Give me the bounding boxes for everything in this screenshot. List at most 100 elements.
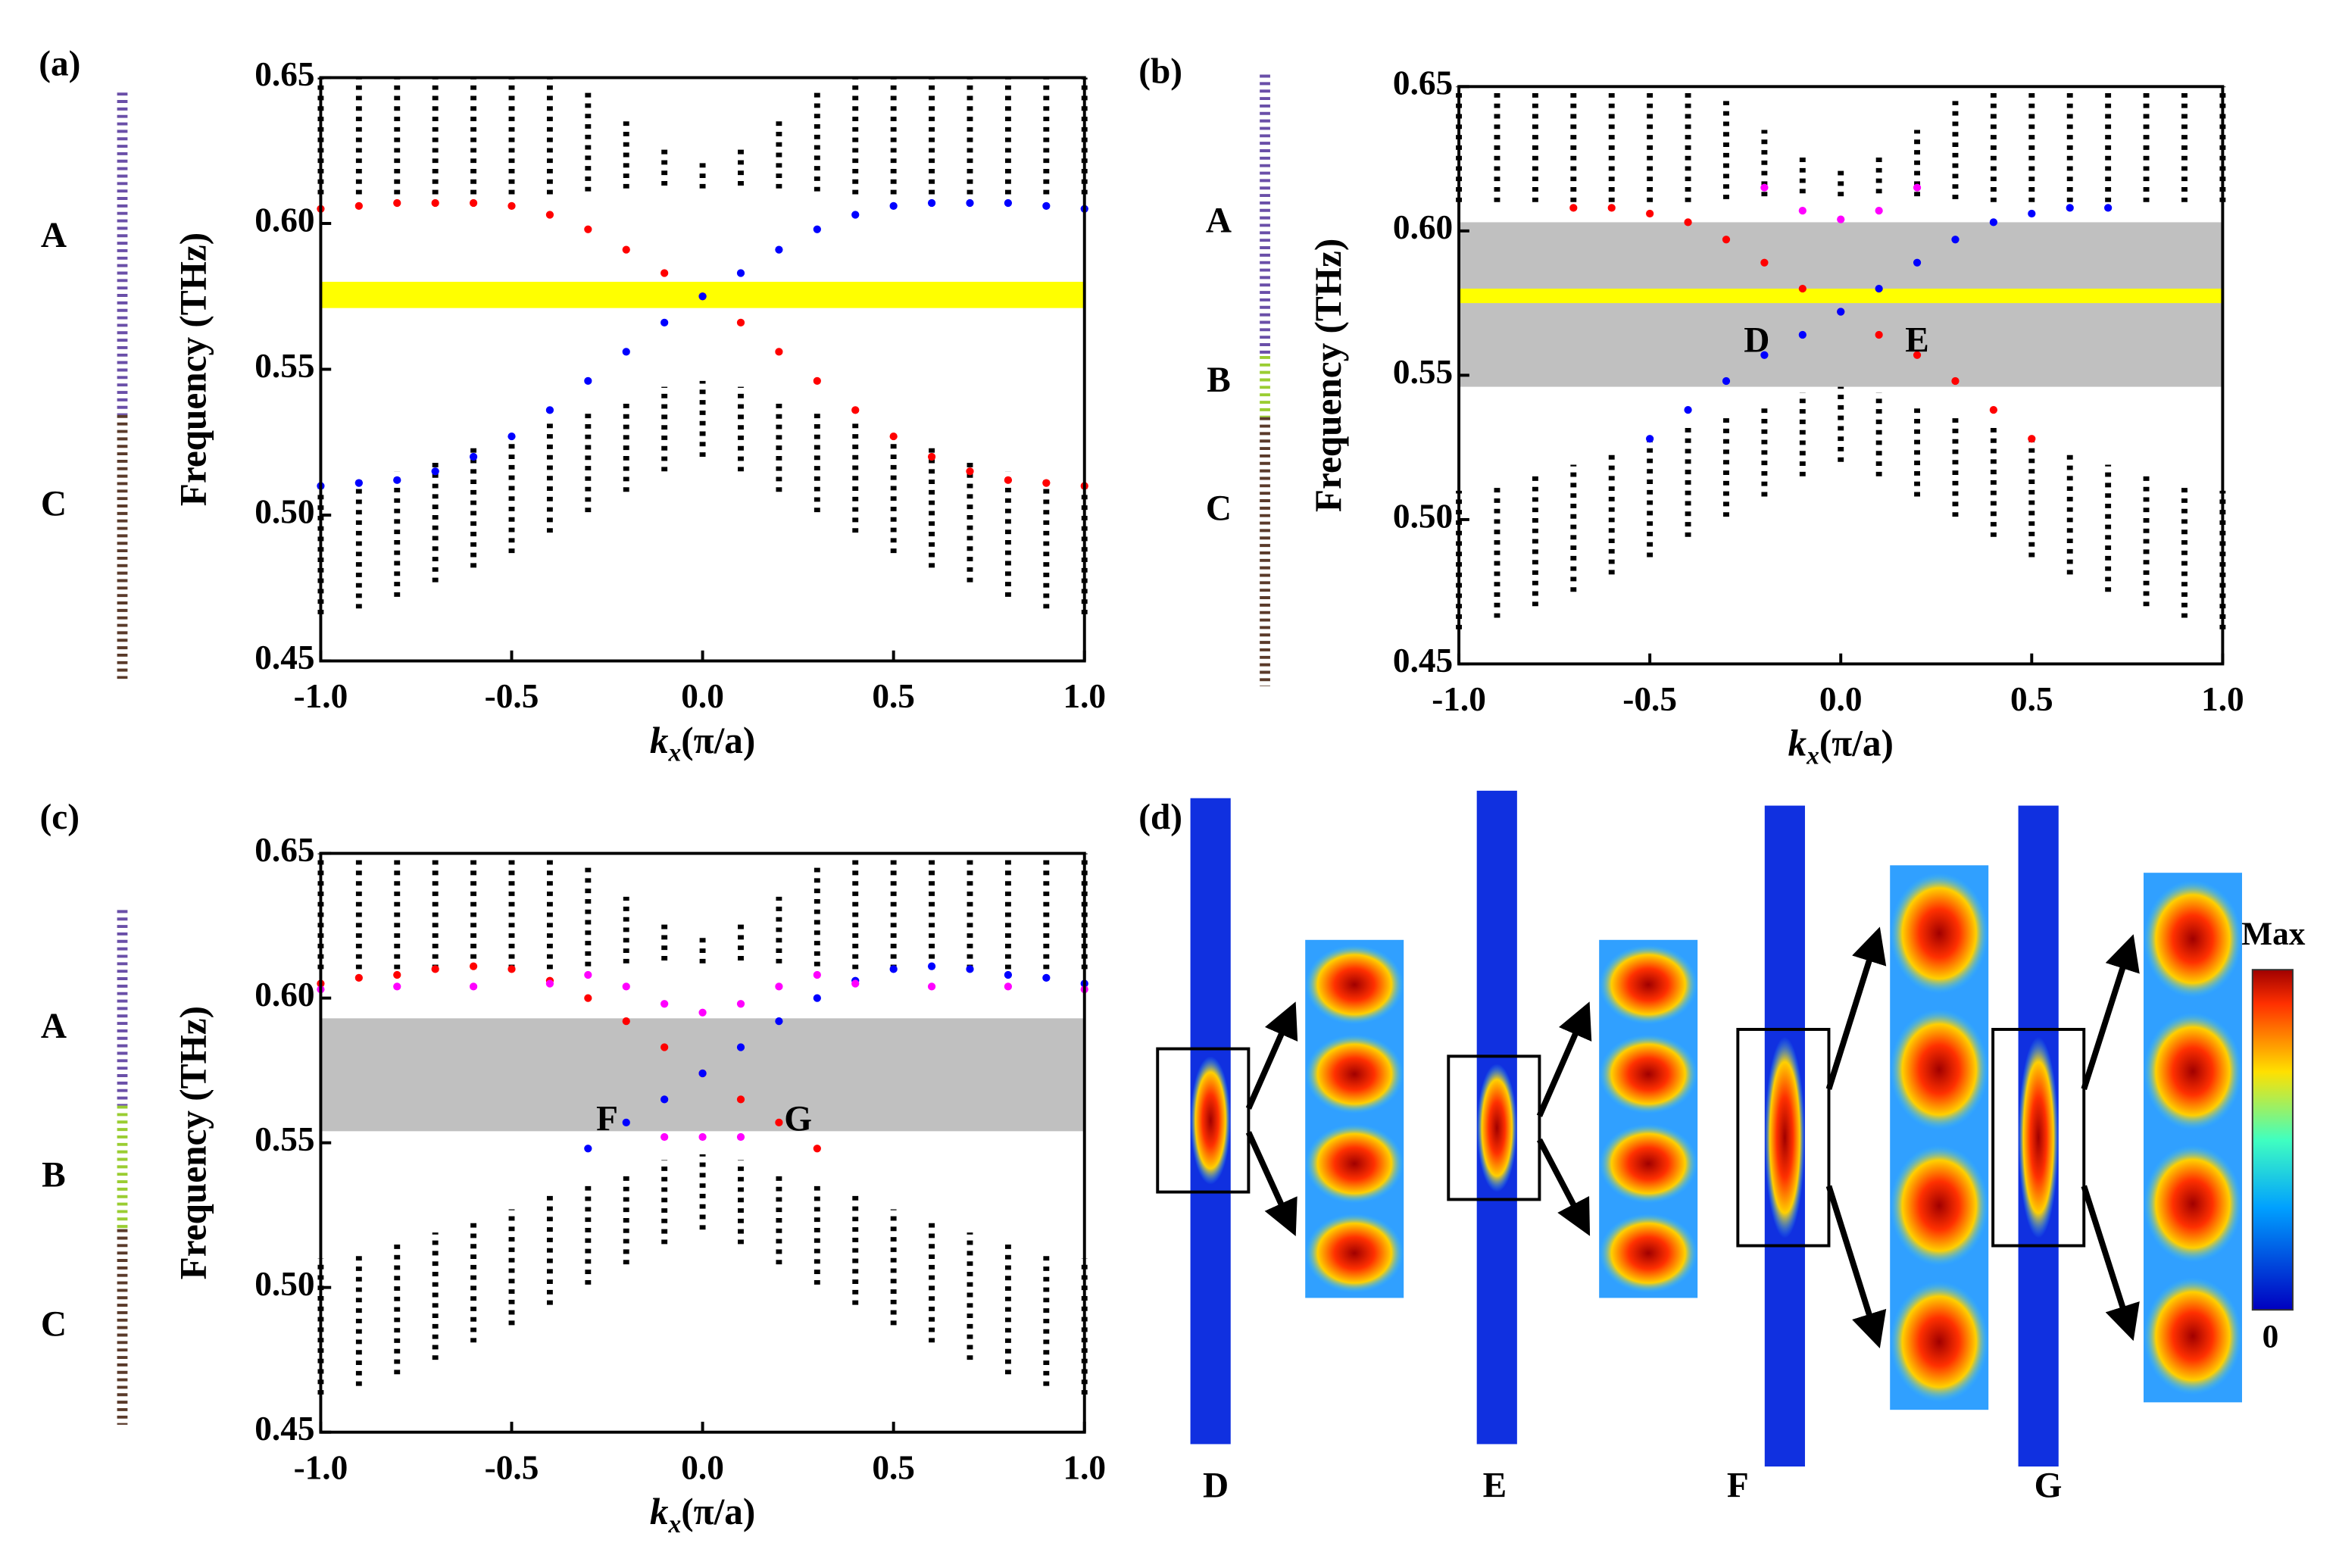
edge-state-point [1875, 207, 1883, 215]
edge-state-point [1760, 183, 1769, 192]
edge-state-point [584, 1145, 592, 1153]
x-tick-label: -1.0 [294, 1448, 348, 1486]
zoom-hotspot [1599, 1034, 1698, 1114]
edge-state-point [2028, 209, 2036, 218]
edge-state-point [736, 1132, 745, 1142]
x-tick-label: -1.0 [294, 677, 348, 715]
y-tick-label: 0.45 [255, 1410, 314, 1448]
edge-state-point [2066, 204, 2074, 212]
structure-label: B [42, 1156, 66, 1195]
edge-state-point [584, 225, 592, 233]
point-label: G [784, 1100, 812, 1139]
edge-state-point [851, 979, 860, 988]
edge-state-point [736, 1043, 745, 1051]
gap-region [1459, 289, 2223, 304]
edge-state-point [584, 376, 592, 386]
y-tick-label: 0.65 [255, 831, 314, 869]
gap-region [1459, 222, 2223, 387]
edge-state-point [545, 979, 554, 988]
edge-state-point [507, 432, 516, 441]
zoom-arrow [1825, 926, 1887, 1090]
edge-state-point [507, 201, 516, 211]
zoom-hotspot [1305, 1123, 1404, 1204]
structure-label: C [1206, 489, 1232, 528]
structure-label: A [41, 1007, 67, 1046]
edge-state-point [966, 198, 974, 208]
point-label: D [1744, 320, 1769, 360]
band-panel: A B C (c) F G 0.45 0.50 0.55 0.60 0.65 -1.0 -0.5 0.0 0… [40, 798, 1107, 1538]
x-tick-label: 0.5 [872, 677, 915, 715]
edge-state-point [775, 245, 783, 254]
edge-state-point [1913, 351, 1922, 359]
edge-state-point [775, 348, 783, 356]
edge-state-point [622, 1017, 630, 1026]
x-tick-label: -1.0 [1432, 680, 1486, 718]
edge-state-point [1607, 204, 1616, 212]
zoom-hotspot [1305, 945, 1404, 1025]
y-tick-label: 0.50 [1393, 497, 1453, 535]
colorbar-max: Max [2241, 916, 2306, 952]
x-tick-label: 0.0 [1819, 680, 1863, 718]
y-tick-label: 0.60 [255, 201, 314, 239]
zoom-box [1156, 1047, 1251, 1194]
edge-state-point [545, 406, 554, 414]
edge-state-point [1951, 376, 1960, 386]
edge-state-point [469, 198, 478, 208]
edge-state-point [1646, 435, 1654, 443]
x-tick-label: 1.0 [2201, 680, 2244, 718]
x-tick-label: 0.5 [872, 1448, 915, 1486]
edge-state-point [1004, 198, 1013, 208]
x-axis-symbol: k [650, 1491, 669, 1532]
y-axis-label: Frequency (THz) [1307, 239, 1349, 512]
edge-state-point [354, 201, 363, 211]
edge-state-point [1913, 183, 1922, 192]
y-axis-label: Frequency (THz) [172, 233, 214, 506]
x-axis-symbol: k [1788, 723, 1807, 764]
edge-state-point [660, 1095, 669, 1104]
edge-state-point [698, 292, 707, 301]
edge-state-point [660, 269, 669, 277]
edge-state-point [469, 962, 478, 970]
band-panel: A B C (b) D E 0.45 0.50 0.55 0.60 0.65 -1.0 -0.5 0.0 0… [1138, 52, 2244, 770]
zoom-box [1736, 1027, 1831, 1248]
edge-state-point [431, 467, 439, 476]
y-tick-label: 0.50 [255, 1265, 314, 1303]
zoom-arrow [1245, 1001, 1298, 1110]
colorbar-min: 0 [2262, 1319, 2279, 1355]
x-axis-subscript: x [1806, 742, 1819, 770]
zoom-arrow [1536, 1001, 1592, 1117]
edge-state-point [889, 432, 898, 441]
panels: A C (a) 0.45 0.50 0.55 0.60 0.65 -1.0 -0.5 0.0 0.5 1… [39, 45, 2244, 1538]
x-axis-label: kx(π/a) [1788, 723, 1894, 770]
edge-state-point [660, 318, 669, 327]
x-tick-label: -0.5 [485, 1448, 539, 1486]
y-axis-label: Frequency (THz) [172, 1006, 214, 1279]
edge-state-point [1798, 284, 1807, 293]
x-tick-label: -0.5 [485, 677, 539, 715]
y-tick-label: 0.55 [1393, 353, 1453, 391]
edge-state-point [2104, 204, 2113, 212]
point-label: F [596, 1100, 618, 1139]
zoom-hotspot [1890, 1145, 1989, 1267]
edge-state-point [1989, 405, 1998, 414]
x-axis-unit: (π/a) [1819, 723, 1894, 764]
edge-state-point [1646, 209, 1654, 218]
map-label: D [1203, 1466, 1229, 1505]
edge-state-point [775, 1017, 783, 1026]
edge-state-point [431, 198, 439, 208]
x-tick-label: 0.0 [681, 1448, 724, 1486]
edge-state-point [1722, 376, 1731, 386]
edge-state-point [393, 476, 401, 484]
field-hotspot [1190, 1056, 1231, 1185]
edge-state-point [660, 1043, 669, 1051]
edge-state-point [813, 1145, 821, 1153]
field-hotspot [1764, 1036, 1805, 1238]
edge-state-point [1042, 201, 1051, 211]
edge-state-point [622, 1118, 630, 1127]
edge-state-point [622, 348, 630, 356]
zoom-arrow [1245, 1131, 1298, 1237]
edge-state-point [1042, 479, 1051, 487]
edge-state-point [469, 452, 478, 461]
zoom-hotspot [1305, 1213, 1404, 1293]
edge-state-point [660, 1000, 669, 1008]
